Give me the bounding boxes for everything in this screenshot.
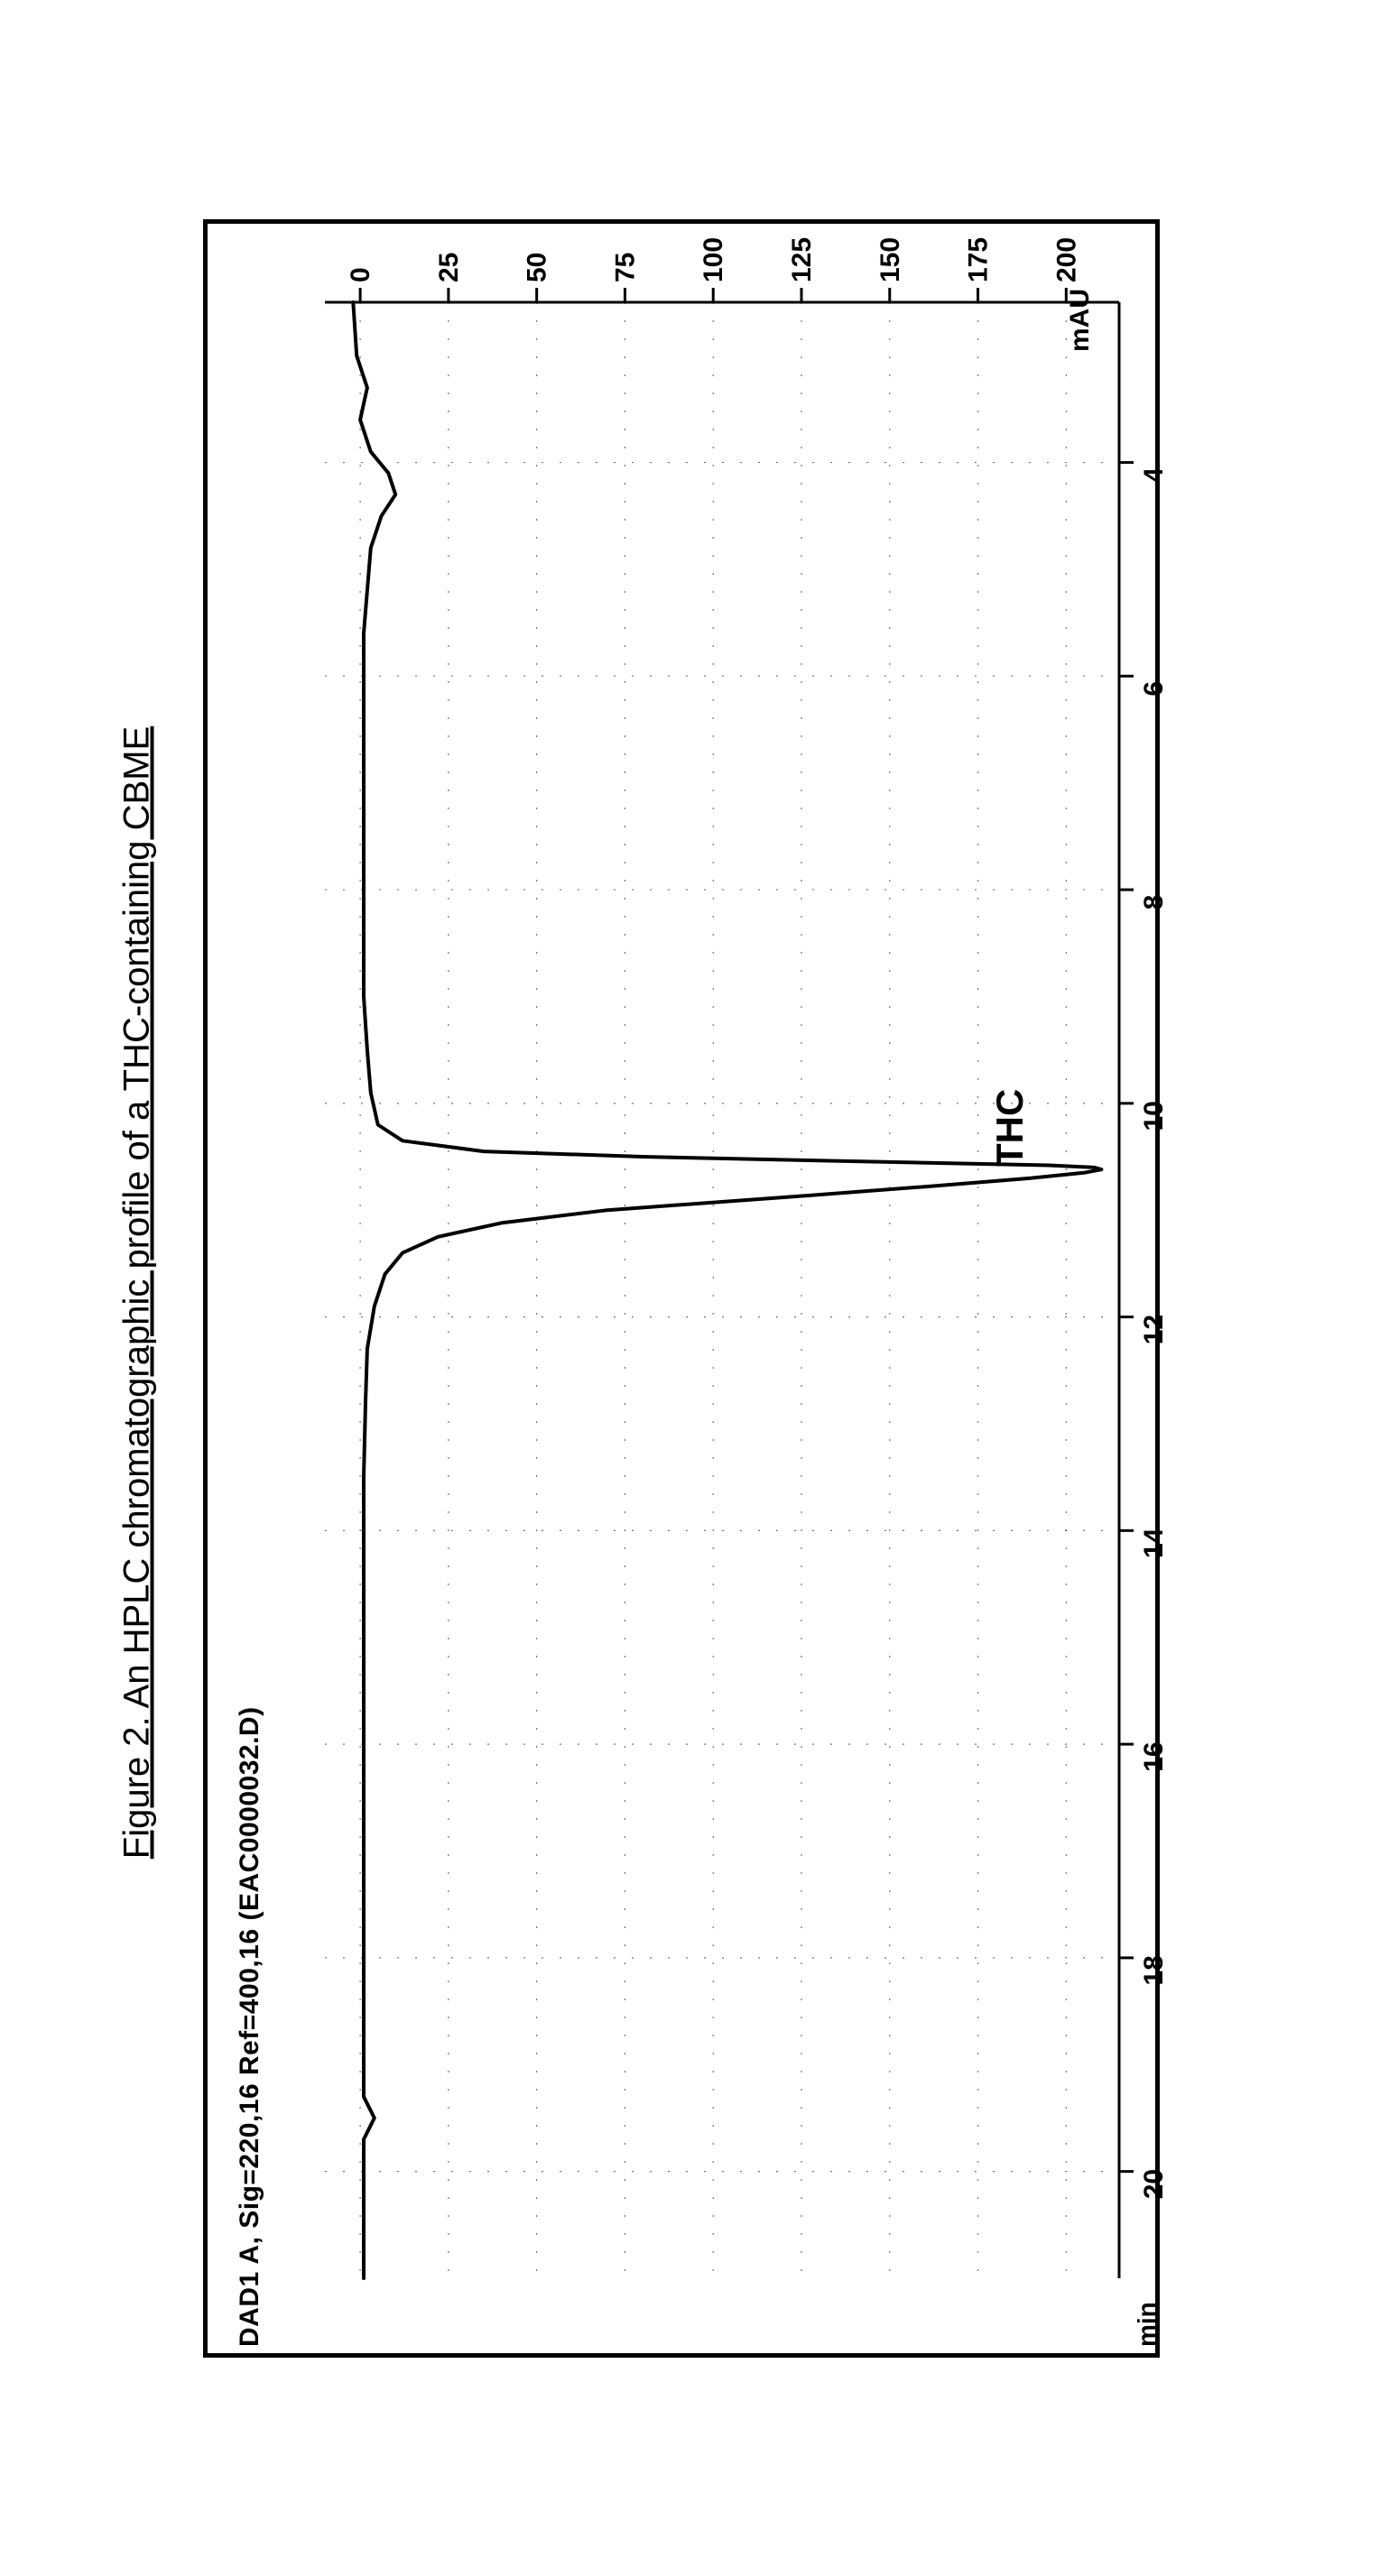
y-tick-label: 125 [787, 237, 817, 282]
y-tick-label: 25 [434, 253, 464, 282]
x-tick-label: 10 [1139, 1101, 1169, 1131]
x-tick-label: 20 [1139, 2169, 1169, 2199]
y-tick-label: 50 [523, 253, 552, 282]
y-tick-label: 0 [346, 267, 375, 282]
x-tick-label: 14 [1139, 1528, 1169, 1558]
y-tick-label: 75 [610, 253, 640, 282]
x-tick-label: 6 [1139, 681, 1169, 697]
y-tick-label: 200 [1051, 237, 1081, 282]
y-tick-label: 150 [875, 237, 905, 282]
x-tick-label: 4 [1139, 467, 1169, 483]
x-tick-label: 16 [1139, 1741, 1169, 1771]
chromatogram-plot: 0 25 50 75 100 125 150 175 200 4 6 8 10 12 14 16 18 20 [0, 0, 1398, 2576]
x-tick-label: 18 [1139, 1955, 1169, 1985]
x-tick-label: 8 [1139, 895, 1169, 910]
page: Figure 2. An HPLC chromatographic profil… [0, 0, 1398, 2576]
chromatogram-trace [353, 302, 1101, 2278]
y-tick-label: 175 [964, 237, 994, 282]
x-tick-label: 12 [1139, 1315, 1169, 1344]
y-tick-label: 100 [699, 237, 728, 282]
